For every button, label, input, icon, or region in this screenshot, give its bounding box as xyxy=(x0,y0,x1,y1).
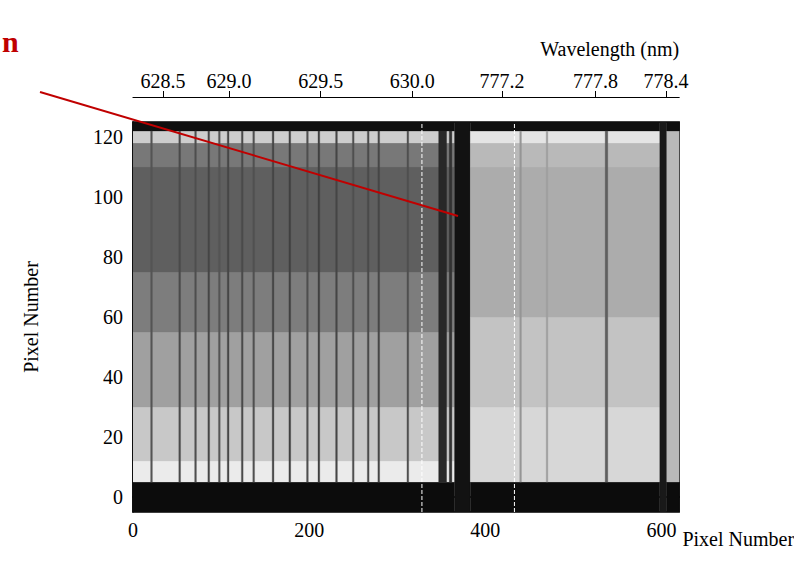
svg-text:60: 60 xyxy=(103,306,123,328)
svg-text:778.4: 778.4 xyxy=(643,70,688,92)
svg-text:200: 200 xyxy=(294,519,324,541)
svg-text:629.5: 629.5 xyxy=(298,70,343,92)
svg-text:40: 40 xyxy=(103,366,123,388)
svg-text:120: 120 xyxy=(93,126,123,148)
svg-text:629.0: 629.0 xyxy=(207,70,252,92)
svg-text:628.5: 628.5 xyxy=(140,70,185,92)
svg-text:80: 80 xyxy=(103,246,123,268)
svg-text:Pixel Number: Pixel Number xyxy=(20,261,42,373)
svg-text:777.8: 777.8 xyxy=(573,70,618,92)
svg-text:100: 100 xyxy=(93,186,123,208)
svg-text:777.2: 777.2 xyxy=(480,70,525,92)
svg-text:n: n xyxy=(2,25,19,58)
svg-text:20: 20 xyxy=(103,426,123,448)
svg-text:0: 0 xyxy=(113,486,123,508)
svg-text:Pixel Number: Pixel Number xyxy=(682,528,794,550)
svg-text:400: 400 xyxy=(470,519,500,541)
svg-text:Wavelength (nm): Wavelength (nm) xyxy=(540,38,679,61)
svg-text:0: 0 xyxy=(128,519,138,541)
svg-text:630.0: 630.0 xyxy=(390,70,435,92)
svg-text:600: 600 xyxy=(647,519,677,541)
